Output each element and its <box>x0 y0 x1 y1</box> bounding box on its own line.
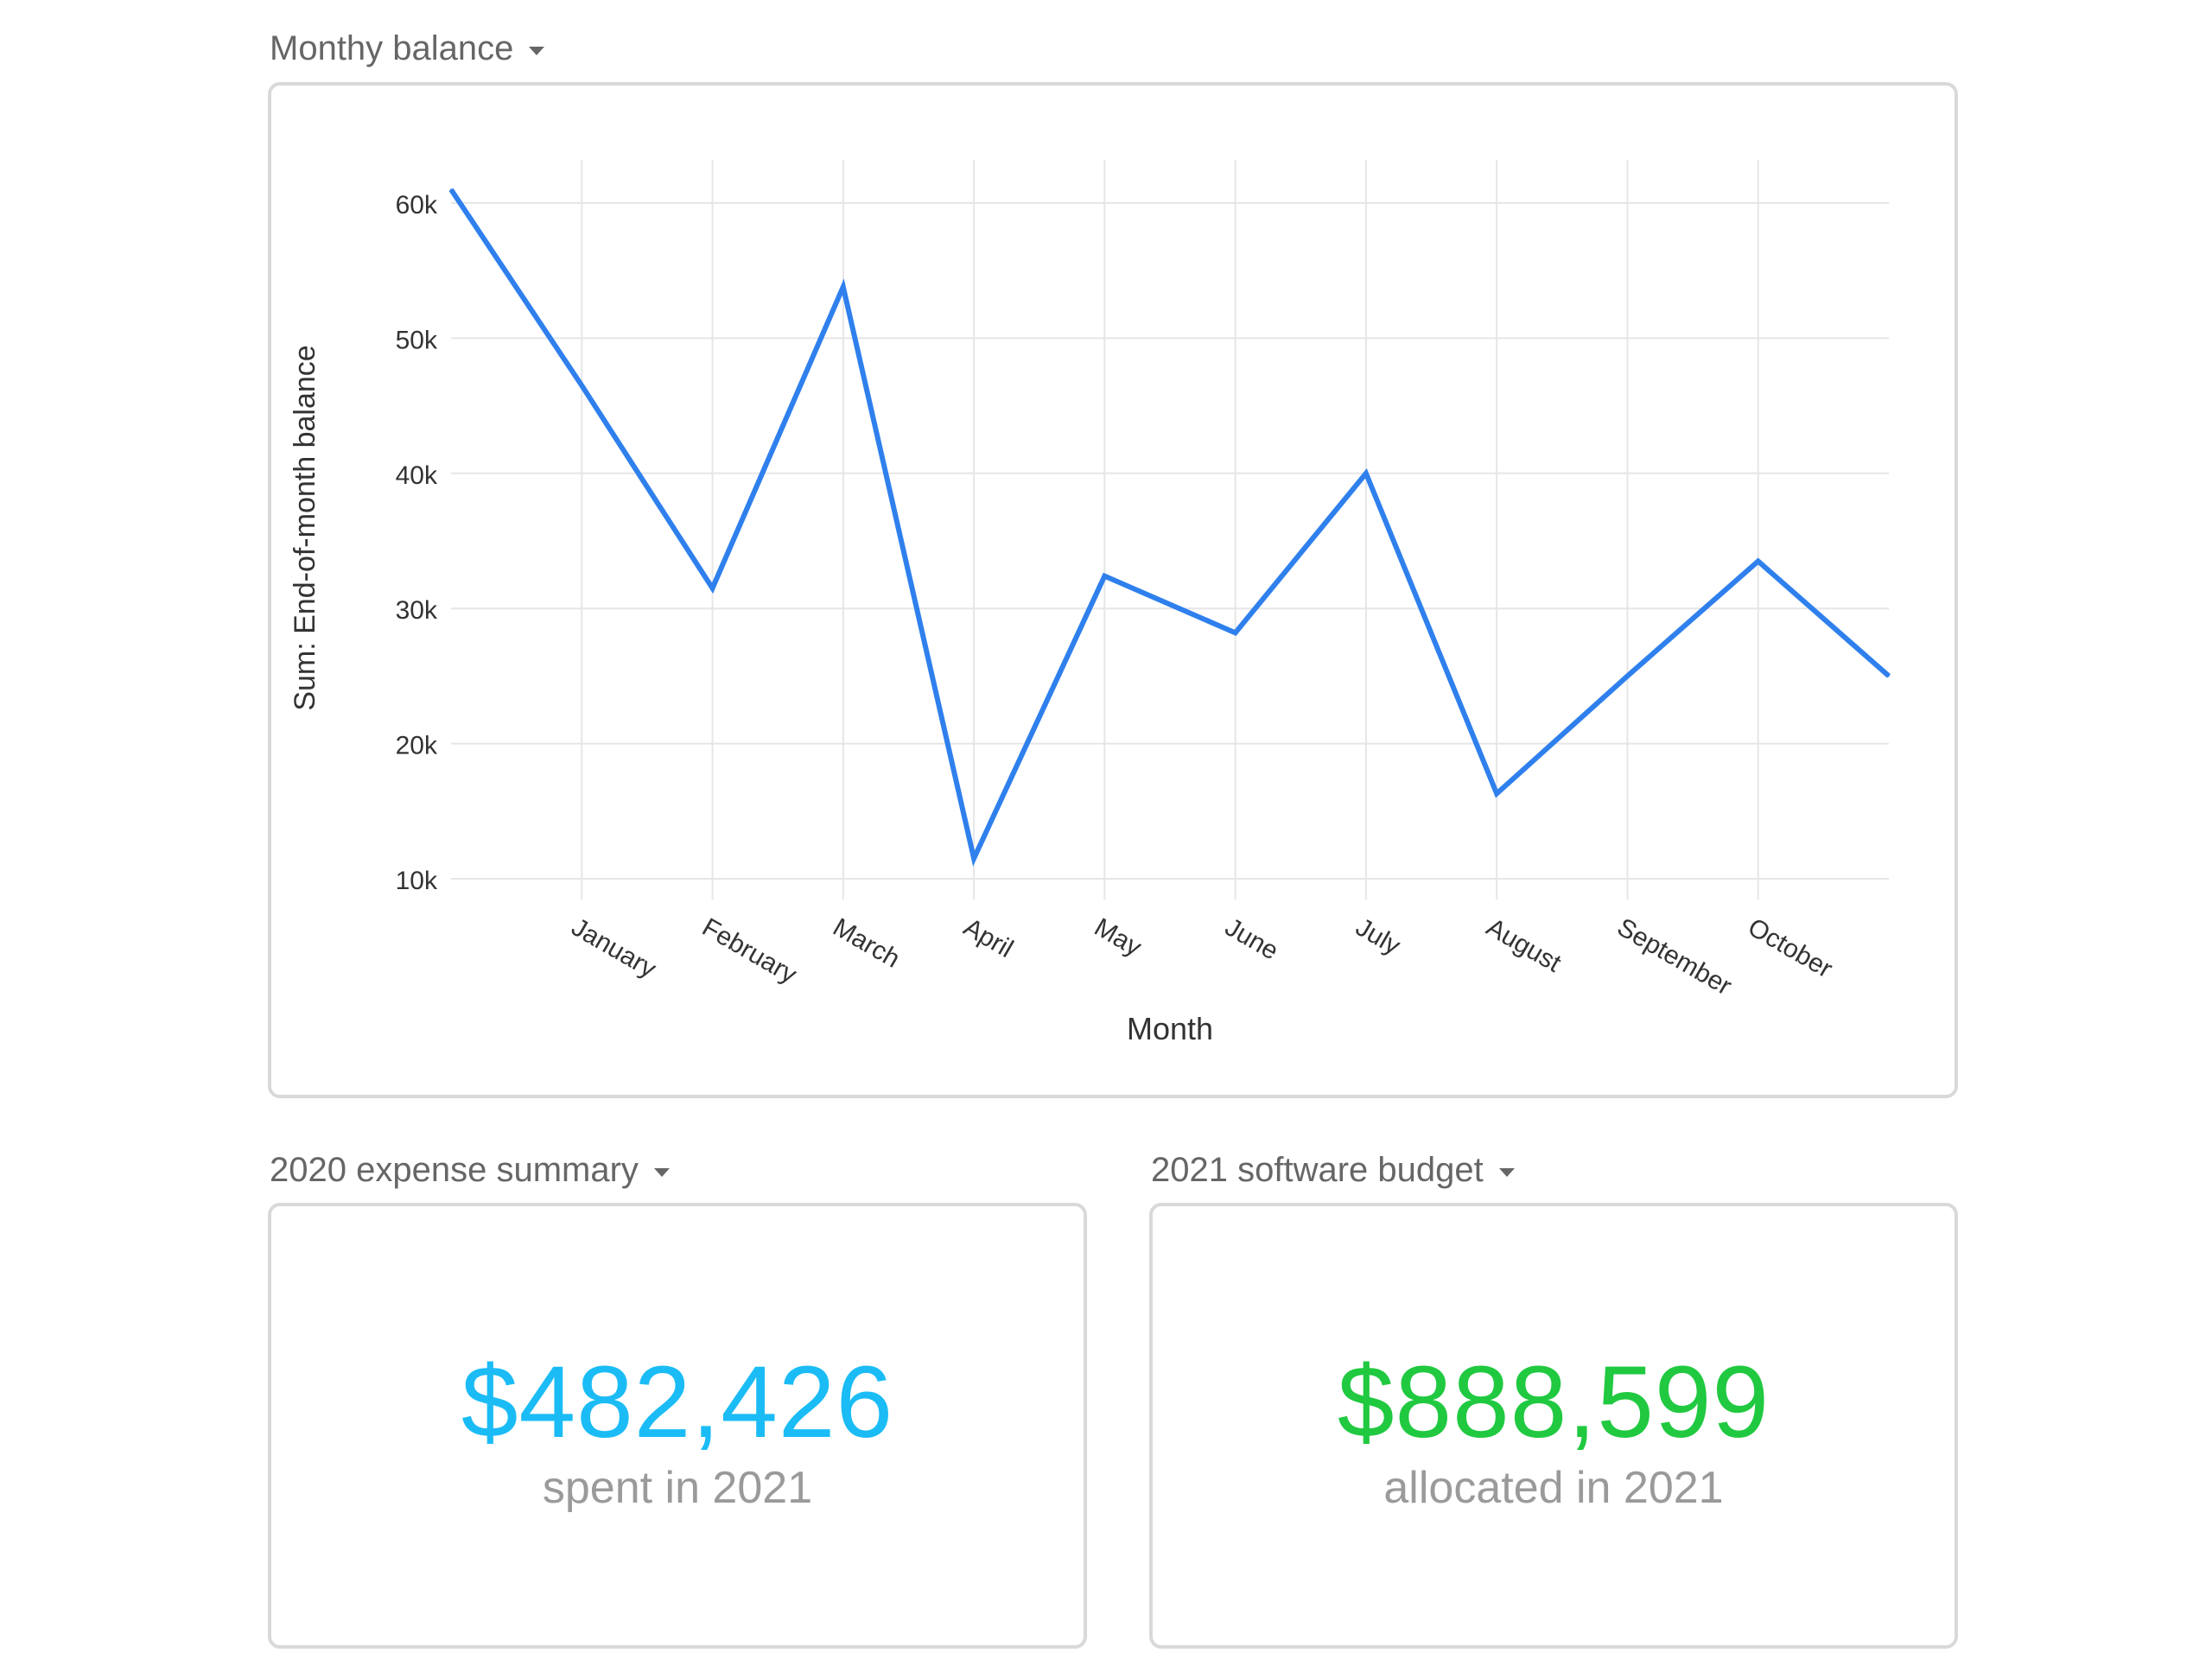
data-point <box>450 188 452 191</box>
monthly-balance-title: Monthy balance <box>270 29 514 67</box>
caret-down-icon[interactable] <box>1498 1167 1515 1177</box>
data-point <box>1496 792 1498 795</box>
x-tick-label: July <box>1351 912 1405 960</box>
x-tick-label: May <box>1090 912 1147 962</box>
y-tick-label: 40k <box>396 461 438 490</box>
y-axis-ticks: 10k 20k 30k 40k 50k 60k <box>396 191 438 895</box>
data-point <box>1103 575 1106 577</box>
data-point <box>842 285 844 288</box>
software-budget-caption: allocated in 2021 <box>1383 1463 1724 1513</box>
x-tick-label: June <box>1220 912 1283 965</box>
data-point <box>1234 632 1236 634</box>
chart-series <box>448 188 1891 867</box>
monthly-balance-chart-card: 10k 20k 30k 40k 50k 60k January February March A… <box>268 82 1958 1098</box>
balance-series-line <box>448 188 1891 867</box>
expense-summary-title: 2020 expense summary <box>270 1151 639 1189</box>
x-tick-label: February <box>697 912 801 989</box>
monthly-balance-header[interactable]: Monthy balance <box>270 29 545 68</box>
y-tick-label: 10k <box>396 867 438 895</box>
expense-summary-card: $482,426 spent in 2021 <box>268 1203 1087 1649</box>
data-point <box>1757 560 1759 563</box>
x-tick-label: April <box>959 912 1018 963</box>
data-point <box>1364 472 1367 474</box>
x-tick-label: October <box>1743 912 1837 983</box>
x-axis-label: Month <box>1127 1011 1213 1046</box>
data-point <box>973 857 976 860</box>
x-axis-ticks: January February March April May June July Augu… <box>567 912 1837 1001</box>
data-point <box>1626 675 1629 677</box>
expense-summary-header[interactable]: 2020 expense summary <box>270 1151 670 1190</box>
software-budget-header[interactable]: 2021 software budget <box>1151 1151 1515 1190</box>
y-axis-label: Sum: End-of-month balance <box>289 345 321 710</box>
expense-total-value: $482,426 <box>461 1345 894 1459</box>
data-point <box>1888 675 1890 677</box>
y-tick-label: 30k <box>396 596 438 625</box>
data-point <box>711 587 714 589</box>
caret-down-icon[interactable] <box>529 46 545 55</box>
software-budget-value: $888,599 <box>1337 1345 1770 1459</box>
monthly-balance-chart: 10k 20k 30k 40k 50k 60k January February March A… <box>289 160 1891 1046</box>
software-budget-card: $888,599 allocated in 2021 <box>1149 1203 1958 1649</box>
y-tick-label: 60k <box>396 191 438 219</box>
x-tick-label: August <box>1482 912 1567 978</box>
expense-total-caption: spent in 2021 <box>542 1463 813 1513</box>
x-tick-label: January <box>567 912 661 983</box>
y-tick-label: 50k <box>396 326 438 354</box>
caret-down-icon[interactable] <box>653 1167 670 1177</box>
x-tick-label: March <box>828 912 905 973</box>
y-tick-label: 20k <box>396 732 438 760</box>
chart-grid <box>451 160 1889 899</box>
x-tick-label: September <box>1612 912 1737 1001</box>
software-budget-title: 2021 software budget <box>1151 1151 1484 1189</box>
data-point <box>581 385 583 387</box>
